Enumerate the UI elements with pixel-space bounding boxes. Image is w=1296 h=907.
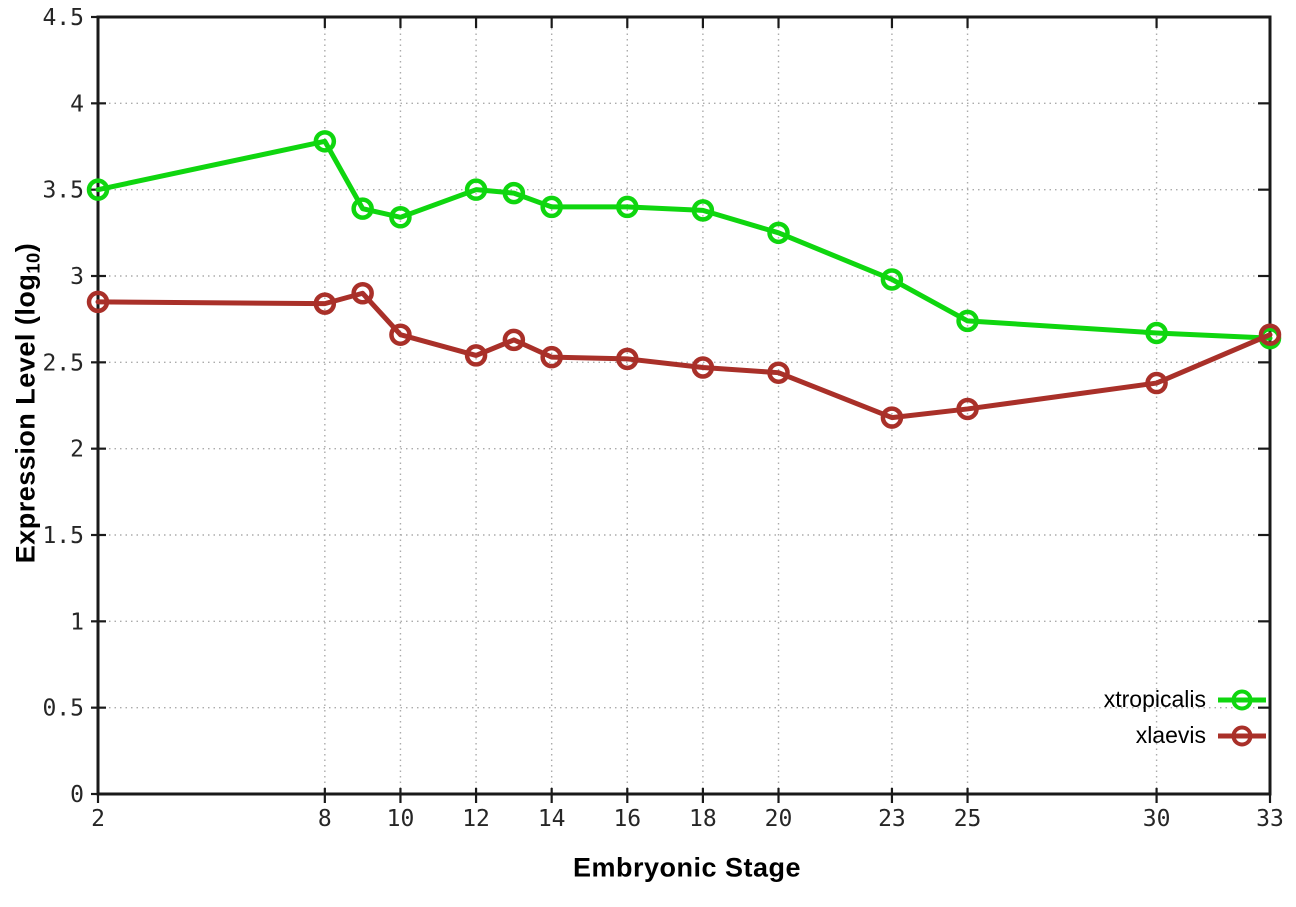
data-point-marker-xtropicalis bbox=[313, 130, 337, 153]
x-axis-title: Embryonic Stage bbox=[572, 852, 802, 883]
y-tick-label: 2 bbox=[70, 437, 84, 463]
data-point-marker-xlaevis bbox=[616, 347, 639, 371]
x-tick-label: 23 bbox=[878, 806, 906, 832]
y-tick-label: 0.5 bbox=[42, 696, 84, 722]
data-point-marker-xlaevis bbox=[956, 397, 979, 421]
data-point-marker-xlaevis bbox=[351, 282, 374, 305]
data-point-marker-xtropicalis bbox=[1145, 321, 1168, 345]
data-point-marker-xlaevis bbox=[86, 290, 110, 314]
circle-marker-icon bbox=[1231, 725, 1253, 746]
y-axis-title-suffix: ) bbox=[10, 242, 41, 253]
data-point-marker-xlaevis bbox=[389, 323, 412, 346]
data-point-marker-xlaevis bbox=[1258, 323, 1282, 346]
series-line-xtropicalis bbox=[95, 138, 1273, 341]
x-tick-label: 10 bbox=[387, 806, 415, 832]
x-tick-label: 30 bbox=[1143, 806, 1171, 832]
legend-item-xtropicalis: xtropicalis bbox=[1104, 686, 1266, 713]
data-point-marker-xlaevis bbox=[767, 361, 790, 384]
y-tick-label: 4 bbox=[70, 91, 84, 117]
data-point-marker-xlaevis bbox=[691, 356, 715, 379]
y-axis-title: Expression Level (log10) bbox=[10, 242, 44, 564]
data-point-marker-xtropicalis bbox=[464, 178, 488, 201]
data-point-marker-xtropicalis bbox=[351, 197, 374, 220]
y-tick-label: 0 bbox=[70, 782, 84, 808]
y-tick-label: 3.5 bbox=[42, 178, 84, 204]
data-point-marker-xtropicalis bbox=[540, 195, 563, 219]
y-axis-title-text: Expression Level (log bbox=[10, 273, 41, 564]
data-point-marker-xtropicalis bbox=[389, 206, 412, 229]
x-tick-label: 16 bbox=[613, 806, 641, 832]
data-point-marker-xtropicalis bbox=[880, 268, 904, 291]
series-line-xlaevis bbox=[95, 290, 1273, 421]
data-point-marker-xtropicalis bbox=[502, 181, 526, 205]
y-tick-label: 1.5 bbox=[42, 523, 84, 549]
x-tick-label: 2 bbox=[91, 806, 105, 832]
legend-marker-xlaevis bbox=[1218, 724, 1266, 748]
x-tick-label: 25 bbox=[954, 806, 982, 832]
data-point-marker-xlaevis bbox=[880, 406, 904, 429]
x-tick-label: 18 bbox=[689, 806, 717, 832]
plot-border bbox=[96, 15, 1272, 796]
data-point-marker-xtropicalis bbox=[86, 178, 110, 201]
x-tick-label: 8 bbox=[318, 806, 332, 832]
y-tick-label: 1 bbox=[70, 609, 84, 635]
legend-label: xtropicalis bbox=[1103, 686, 1206, 712]
legend-item-xlaevis: xlaevis bbox=[1136, 722, 1266, 749]
data-point-marker-xlaevis bbox=[502, 328, 526, 352]
data-point-marker-xlaevis bbox=[540, 345, 563, 369]
data-point-marker-xtropicalis bbox=[767, 221, 790, 245]
y-axis-title-subscript: 10 bbox=[22, 252, 44, 274]
y-tick-label: 3 bbox=[70, 264, 84, 290]
legend-label: xlaevis bbox=[1135, 722, 1206, 748]
data-point-marker-xtropicalis bbox=[956, 309, 979, 333]
data-point-marker-xlaevis bbox=[1145, 371, 1168, 395]
data-point-marker-xlaevis bbox=[464, 344, 488, 367]
y-tick-label: 4.5 bbox=[42, 5, 84, 31]
circle-marker-icon bbox=[1231, 689, 1253, 710]
x-tick-label: 12 bbox=[462, 806, 490, 832]
data-point-marker-xlaevis bbox=[313, 292, 337, 315]
data-point-marker-xtropicalis bbox=[691, 199, 715, 222]
x-tick-label: 14 bbox=[538, 806, 566, 832]
x-tick-label: 20 bbox=[765, 806, 793, 832]
legend-marker-xtropicalis bbox=[1218, 688, 1266, 712]
y-tick-label: 2.5 bbox=[42, 350, 84, 376]
chart-legend: xtropicalis xlaevis bbox=[1104, 686, 1266, 749]
data-point-marker-xtropicalis bbox=[616, 195, 639, 219]
x-tick-label: 33 bbox=[1256, 806, 1284, 832]
